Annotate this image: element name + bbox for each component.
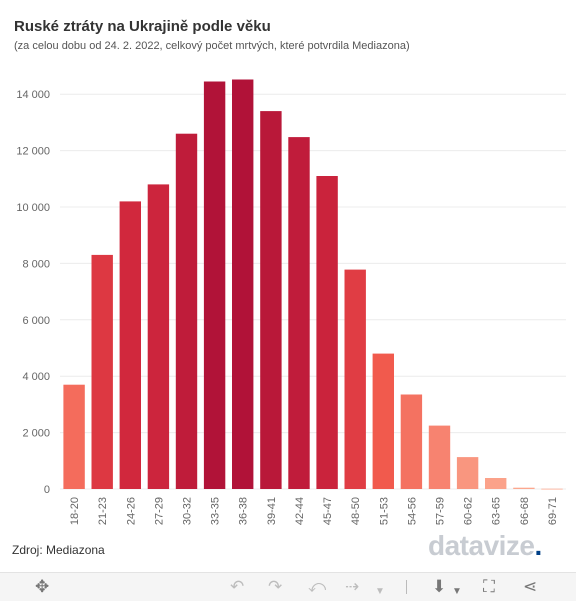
logo-main: datavize <box>428 530 535 561</box>
redo-icon[interactable]: ↷ <box>268 577 283 596</box>
x-category-label: 48-50 <box>350 497 362 525</box>
bar-60-62[interactable] <box>456 457 479 489</box>
y-tick-label: 8 000 <box>22 258 50 270</box>
bar-21-23[interactable] <box>91 254 113 489</box>
x-category-label: 27-29 <box>153 497 165 525</box>
bar-45-47[interactable] <box>316 176 338 489</box>
chevron-down-icon[interactable]: ▼ <box>375 586 385 597</box>
x-category-label: 45-47 <box>322 497 334 525</box>
bar-36-38[interactable] <box>232 79 254 490</box>
y-tick-label: 12 000 <box>16 146 50 158</box>
logo-accent: . <box>534 530 543 561</box>
y-tick-label: 0 <box>44 484 50 496</box>
download-chevron-icon[interactable]: ▼ <box>452 586 462 597</box>
bar-54-56[interactable] <box>400 394 423 490</box>
bar-39-41[interactable] <box>260 111 282 489</box>
bar-48-50[interactable] <box>344 269 366 489</box>
toolbar: ✥ ↶ ↷ ⤺ ⇢ ▼ ⬇ ▼ ⛶ ⋖ <box>0 572 576 601</box>
y-tick-label: 2 000 <box>22 428 50 440</box>
x-category-label: 51-53 <box>378 497 390 525</box>
bar-30-32[interactable] <box>175 133 198 489</box>
bar-69-71[interactable] <box>541 488 563 490</box>
x-category-label: 33-35 <box>210 497 222 525</box>
bar-66-68[interactable] <box>513 487 535 489</box>
bar-27-29[interactable] <box>147 184 170 489</box>
x-category-label: 18-20 <box>69 497 81 525</box>
x-category-label: 39-41 <box>266 497 278 525</box>
source-note: Zdroj: Mediazona <box>12 543 105 557</box>
x-category-label: 66-68 <box>519 497 531 525</box>
share-icon[interactable]: ⋖ <box>523 577 538 596</box>
y-tick-label: 14 000 <box>16 89 50 101</box>
bar-33-35[interactable] <box>203 81 226 490</box>
x-category-label: 36-38 <box>238 497 250 525</box>
undo-icon[interactable]: ↶ <box>230 577 245 596</box>
bar-42-44[interactable] <box>288 137 310 489</box>
y-tick-label: 4 000 <box>22 371 50 383</box>
x-category-label: 21-23 <box>97 497 109 525</box>
y-tick-label: 10 000 <box>16 202 50 214</box>
bar-24-26[interactable] <box>119 201 141 489</box>
x-category-label: 54-56 <box>406 497 418 525</box>
bar-63-65[interactable] <box>485 478 507 489</box>
fullscreen-icon[interactable]: ⛶ <box>483 577 495 596</box>
revert-icon[interactable]: ⤺ <box>308 577 327 596</box>
download-icon[interactable]: ⬇ <box>432 577 447 596</box>
bar-57-59[interactable] <box>428 425 451 489</box>
x-category-label: 63-65 <box>491 497 503 525</box>
chart-subtitle: (za celou dobu od 24. 2. 2022, celkový p… <box>14 40 410 52</box>
x-category-label: 30-32 <box>182 497 194 525</box>
datavize-logo[interactable]: datavize. <box>428 530 542 562</box>
x-category-label: 42-44 <box>294 497 306 525</box>
forward-icon[interactable]: ⇢ <box>345 577 360 596</box>
move-icon[interactable]: ✥ <box>35 577 50 596</box>
bar-51-53[interactable] <box>372 353 394 489</box>
x-category-label: 24-26 <box>125 497 137 525</box>
x-category-label: 57-59 <box>435 497 447 525</box>
toolbar-divider <box>406 580 407 594</box>
chart-title: Ruské ztráty na Ukrajině podle věku <box>14 18 271 35</box>
y-tick-label: 6 000 <box>22 315 50 327</box>
bar-18-20[interactable] <box>63 384 85 489</box>
x-category-label: 69-71 <box>547 497 559 525</box>
x-category-label: 60-62 <box>463 497 475 525</box>
